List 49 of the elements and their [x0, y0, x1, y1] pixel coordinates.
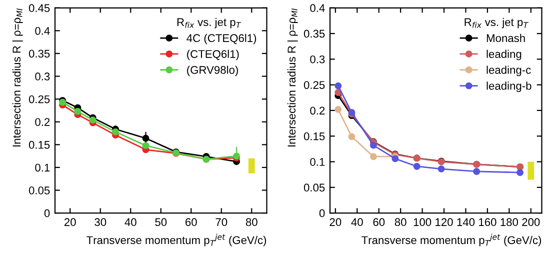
y-tick-label: 0.4 [35, 26, 50, 35]
x-tick-label: 50 [155, 218, 167, 226]
y-tick-label: 0.35 [28, 50, 50, 58]
x-tick-label: 40 [124, 218, 136, 226]
x-tick-label: 80 [394, 218, 406, 226]
y-tick-label: 0.45 [28, 4, 50, 12]
x-tick-label: 100 [414, 218, 432, 226]
y-tick-label: 0.4 [310, 4, 325, 12]
x-tick-label: 120 [436, 218, 453, 226]
y-tick-label: 0.15 [304, 132, 325, 140]
x-tick-label: 20 [64, 218, 76, 226]
x-tick-label: 40 [351, 218, 363, 226]
y-tick-label: 0.2 [310, 106, 325, 115]
legend-label: 4C (CTEQ6l1) [186, 34, 256, 44]
y-tick-label: 0.1 [35, 164, 50, 172]
legend-label: leading [486, 50, 522, 60]
x-tick-label: 70 [216, 218, 228, 226]
x-tick-label: 200 [522, 218, 540, 226]
y-axis-title: Intersection radius R | ρ=ρ$_{MI}$ [12, 8, 23, 146]
x-tick-label: 80 [246, 218, 258, 226]
x-tick-label: 140 [457, 218, 475, 226]
y-tick-label: 0.2 [35, 118, 50, 126]
legend-title: R$_{fix}$ vs. jet p$_{T}$ [177, 18, 242, 28]
y-tick-label: 0.15 [28, 140, 50, 149]
y-tick-label: 0.05 [304, 184, 325, 192]
legend-label: (GRV98lo) [187, 66, 238, 76]
x-tick-label: 20 [330, 218, 342, 226]
y-tick-label: 0.1 [310, 158, 325, 166]
y-axis-title: Intersection radius R | ρ=ρ$_{MI}$ [287, 8, 298, 146]
x-tick-label: 160 [479, 218, 496, 226]
y-tick-label: 0.35 [304, 30, 325, 38]
y-tick-label: 0.25 [28, 95, 50, 104]
x-tick-label: 30 [94, 218, 106, 226]
y-tick-label: 0.25 [304, 81, 325, 89]
x-tick-label: 60 [186, 218, 197, 226]
y-tick-label: 0 [44, 209, 50, 218]
legend-label: leading-c [486, 66, 531, 76]
y-tick-label: 0 [319, 209, 325, 218]
x-axis-title: Transverse momentum p$_{T}$$^{jet}$ (GeV/c) [86, 234, 266, 246]
legend-label: leading-b [486, 82, 532, 92]
legend-label: (CTEQ6l1) [187, 50, 239, 60]
y-tick-label: 0.05 [28, 186, 50, 194]
x-axis-title: Transverse momentum p$_{T}$$^{jet}$ (GeV/c) [362, 234, 542, 246]
x-tick-label: 180 [500, 218, 518, 226]
legend-label: Monash [486, 34, 525, 42]
y-tick-label: 0.3 [35, 72, 50, 80]
legend-title: R$_{fix}$ vs. jet p$_{T}$ [464, 18, 529, 28]
y-tick-label: 0.3 [310, 55, 325, 64]
x-tick-label: 60 [373, 218, 385, 226]
